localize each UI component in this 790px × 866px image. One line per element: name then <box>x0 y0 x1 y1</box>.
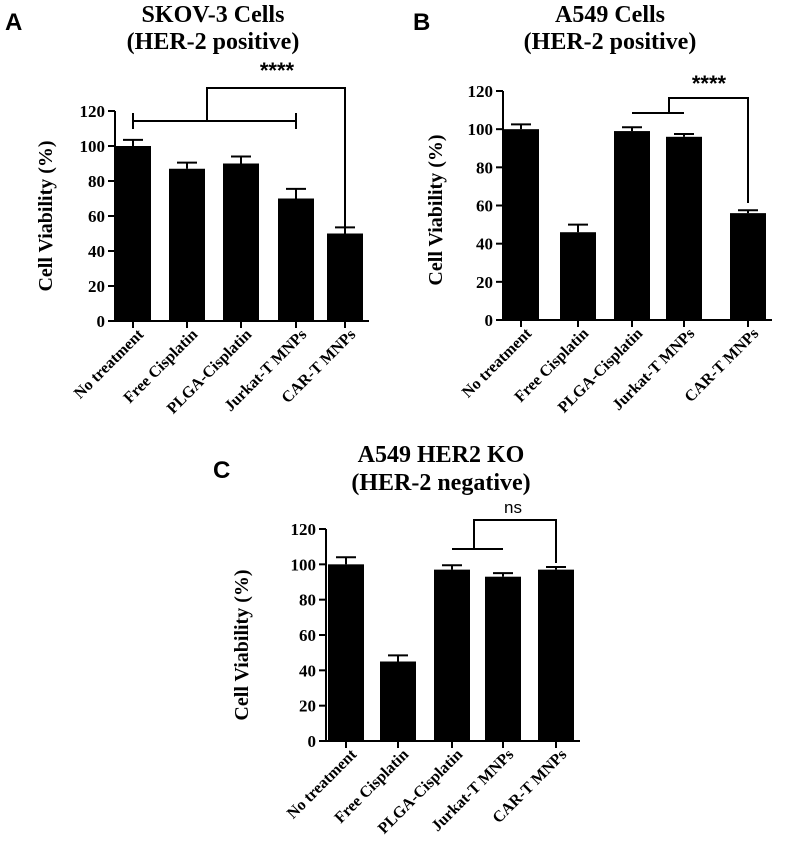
y-tick-label: 120 <box>80 102 106 121</box>
y-tick-label: 80 <box>476 158 493 177</box>
y-tick-label: 120 <box>291 520 317 539</box>
y-tick-label: 40 <box>88 242 105 261</box>
bar <box>503 129 539 320</box>
y-tick-label: 120 <box>468 82 494 101</box>
bar <box>328 564 364 741</box>
bar <box>434 569 470 741</box>
y-tick-label: 20 <box>299 697 316 716</box>
chart-panel-a: A SKOV-3 Cells(HER-2 positive) Cell Viabil… <box>5 2 369 417</box>
y-tick-label: 40 <box>299 661 316 680</box>
bar <box>485 576 521 741</box>
panel-label: A <box>5 9 22 36</box>
y-tick-label: 0 <box>485 311 494 330</box>
y-tick-label: 100 <box>291 555 317 574</box>
significance-bracket <box>206 87 346 229</box>
y-tick-label: 20 <box>476 273 493 292</box>
y-tick-label: 80 <box>299 591 316 610</box>
y-tick-label: 80 <box>88 172 105 191</box>
bar <box>380 661 416 741</box>
panel-label: C <box>213 457 230 484</box>
chart-subtitle: (HER-2 positive) <box>524 29 697 55</box>
significance-bracket <box>668 97 749 203</box>
chart-title: A549 HER2 KO <box>358 442 525 468</box>
significance-label: **** <box>692 71 727 96</box>
y-tick-label: 0 <box>97 312 106 331</box>
bar <box>538 569 574 741</box>
bar <box>666 136 702 320</box>
y-axis-label: Cell Viability (%) <box>425 134 447 285</box>
bar <box>169 168 205 321</box>
y-tick-label: 60 <box>88 207 105 226</box>
chart-panel-b: B A549 Cells(HER-2 positive) Cell Viabilit… <box>413 2 772 416</box>
chart-title: SKOV-3 Cells <box>142 2 285 28</box>
panel-label: B <box>413 9 430 36</box>
chart-title: A549 Cells <box>555 2 665 28</box>
bar <box>223 163 259 321</box>
y-tick-label: 0 <box>308 732 317 751</box>
bar <box>115 146 151 321</box>
y-tick-label: 100 <box>80 137 106 156</box>
bar <box>327 233 363 321</box>
y-tick-label: 100 <box>468 120 494 139</box>
bar <box>278 198 314 321</box>
y-axis-label: Cell Viability (%) <box>35 140 57 291</box>
bar <box>560 232 596 320</box>
bar <box>614 131 650 320</box>
significance-label: **** <box>260 58 295 83</box>
y-tick-label: 60 <box>299 626 316 645</box>
y-axis-label: Cell Viability (%) <box>231 569 253 720</box>
y-tick-label: 40 <box>476 235 493 254</box>
y-tick-label: 60 <box>476 197 493 216</box>
y-tick-label: 20 <box>88 277 105 296</box>
chart-subtitle: (HER-2 negative) <box>351 470 530 496</box>
chart-subtitle: (HER-2 positive) <box>127 29 300 55</box>
chart-panel-c: C A549 HER2 KO(HER-2 negative) Cell Viabil… <box>213 442 580 837</box>
significance-label: ns <box>504 498 522 517</box>
bar <box>730 213 766 320</box>
significance-bracket <box>473 519 557 563</box>
